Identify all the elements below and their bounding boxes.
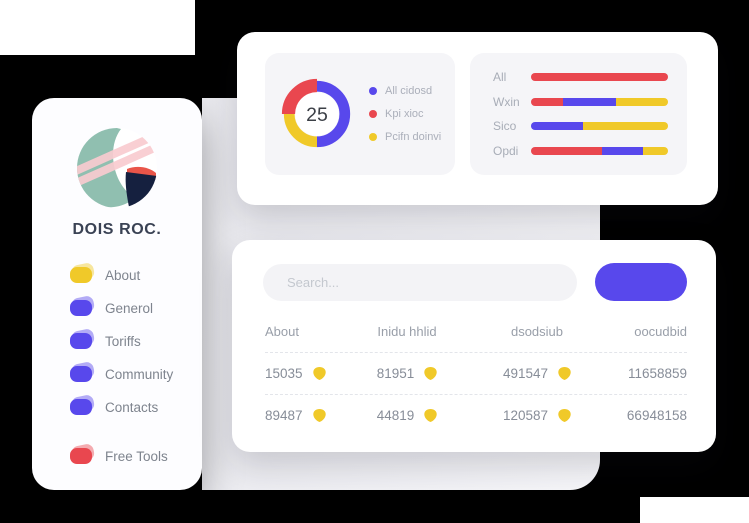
sidebar-item-contacts[interactable]: Contacts (70, 393, 202, 416)
shield-badge-icon (424, 409, 437, 422)
donut-center-value: 25 (306, 104, 328, 126)
search-row (263, 263, 687, 301)
sidebar-item-generol[interactable]: Generol (70, 294, 202, 317)
table-card: About Inidu hhlid dsodsiub oocudbid 1503… (232, 240, 716, 452)
legend-item: All cidosd (369, 85, 441, 97)
table-header-row: About Inidu hhlid dsodsiub oocudbid (265, 324, 687, 339)
shield-badge-icon (312, 367, 326, 380)
toriffs-blob-icon (70, 327, 96, 349)
bar-row: Sico (493, 119, 668, 133)
sidebar-item-community[interactable]: Community (70, 360, 202, 383)
brand-logo-icon (77, 128, 157, 208)
background-block-top-left (0, 0, 195, 55)
contacts-blob-icon (70, 393, 96, 415)
shield-badge-icon (424, 367, 437, 380)
table-row: 15035 81951 491547 11658859 (265, 352, 687, 394)
stacked-bar (531, 97, 668, 106)
stacked-bars-panel: All Wxin Sico Opdi (470, 53, 687, 175)
sidebar: DOIS ROC. About Generol Toriffs Communit… (32, 98, 202, 490)
stacked-bar (531, 73, 668, 81)
sidebar-item-free-tools[interactable]: Free Tools (70, 442, 202, 465)
free-tools-blob-icon (70, 442, 96, 464)
stacked-bar (531, 122, 668, 131)
about-blob-icon (70, 261, 96, 283)
table-row: 89487 44819 120587 66948158 (265, 394, 687, 436)
community-blob-icon (70, 360, 96, 382)
shield-badge-icon (558, 409, 571, 422)
donut-chart-panel: 25 All cidosd Kpi xioc Pcifn doinvi (265, 53, 455, 175)
legend-item: Pcifn doinvi (369, 131, 441, 143)
bar-row: Opdi (493, 144, 668, 158)
sidebar-menu: About Generol Toriffs Community Contacts… (70, 261, 202, 465)
bar-row: All (493, 70, 668, 84)
generol-blob-icon (70, 294, 96, 316)
legend-dot-icon (369, 87, 377, 95)
legend-dot-icon (369, 110, 377, 118)
sidebar-item-toriffs[interactable]: Toriffs (70, 327, 202, 350)
sidebar-item-about[interactable]: About (70, 261, 202, 284)
donut-legend: All cidosd Kpi xioc Pcifn doinvi (369, 74, 441, 154)
legend-dot-icon (369, 133, 377, 141)
search-input[interactable] (263, 263, 577, 301)
bar-row: Wxin (493, 95, 668, 109)
background-block-bottom-right (640, 497, 749, 523)
primary-action-button[interactable] (595, 263, 687, 301)
stats-card: 25 All cidosd Kpi xioc Pcifn doinvi (237, 32, 718, 205)
shield-badge-icon (558, 367, 571, 380)
shield-badge-icon (312, 409, 326, 422)
donut-chart: 25 (281, 78, 351, 148)
legend-item: Kpi xioc (369, 108, 441, 120)
data-table: About Inidu hhlid dsodsiub oocudbid 1503… (265, 322, 687, 436)
brand-title: DOIS ROC. (72, 221, 162, 238)
stacked-bar (531, 146, 668, 155)
